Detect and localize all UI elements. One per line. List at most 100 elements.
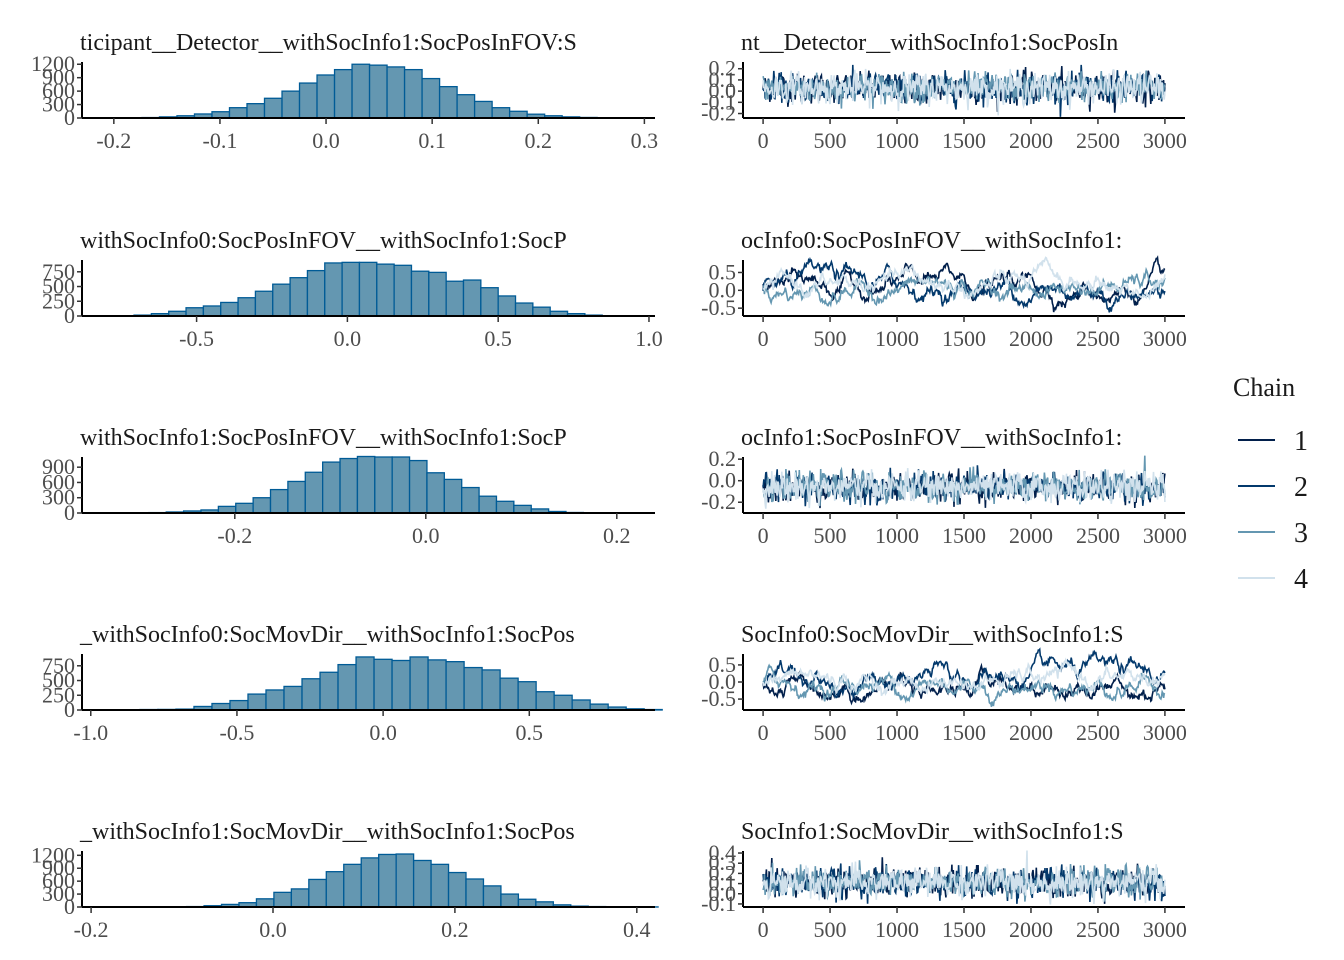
y-tick-label: 500 <box>42 668 75 693</box>
x-tick-label: 0.5 <box>484 326 512 351</box>
x-tick-label: 1000 <box>875 326 919 351</box>
histogram-bar <box>290 888 310 908</box>
histogram-panel: withSocInfo0:SocPosInFOV__withSocInfo1:S… <box>42 228 663 351</box>
x-tick-label: 0 <box>758 128 769 153</box>
x-tick-label: 2000 <box>1009 128 1053 153</box>
y-tick-label: 0.1 <box>709 871 737 896</box>
x-tick-label: 2000 <box>1009 917 1053 942</box>
histogram-bar <box>358 261 378 317</box>
x-tick-label: 0.0 <box>412 523 440 548</box>
x-tick-label: 0.4 <box>623 917 651 942</box>
histogram-bar <box>265 689 285 711</box>
histogram-bar <box>386 66 406 119</box>
x-tick-label: 500 <box>814 128 847 153</box>
x-tick-label: 3000 <box>1143 917 1187 942</box>
trace-line-chain-4 <box>762 657 1166 697</box>
histogram-bar <box>351 63 371 119</box>
histogram-bar <box>508 110 528 119</box>
histogram-panel: _withSocInfo0:SocMovDir__withSocInfo1:So… <box>42 622 663 745</box>
histogram-bar <box>273 891 293 908</box>
histogram-bar <box>301 678 321 711</box>
trace-title: ocInfo0:SocPosInFOV__withSocInfo1: <box>741 228 1122 254</box>
y-tick-label: 900 <box>42 65 75 90</box>
histogram-bar <box>393 264 413 317</box>
x-tick-label: 500 <box>814 326 847 351</box>
x-tick-label: 1500 <box>942 917 986 942</box>
histogram-bar <box>339 457 359 514</box>
y-tick-label: 0.0 <box>709 468 737 493</box>
x-tick-label: 0.0 <box>334 326 362 351</box>
histogram-bar <box>514 302 534 317</box>
legend-label-chain-1: 1 <box>1294 426 1308 457</box>
legend-title: Chain <box>1233 373 1295 402</box>
y-tick-label: 0.2 <box>709 860 737 885</box>
histogram-bar <box>395 853 415 908</box>
histogram-title: _withSocInfo0:SocMovDir__withSocInfo1:So… <box>79 622 575 648</box>
histogram-title: withSocInfo0:SocPosInFOV__withSocInfo1:S… <box>80 228 567 254</box>
histogram-bar <box>461 486 480 514</box>
histogram-bar <box>426 472 445 514</box>
y-tick-label: 0 <box>64 894 75 919</box>
y-tick-label: 0.0 <box>709 78 737 103</box>
y-tick-label: 0.0 <box>709 669 737 694</box>
y-tick-label: 0.0 <box>709 881 737 906</box>
trace-line-chain-3 <box>762 860 1166 902</box>
histogram-bar <box>263 97 283 119</box>
histogram-bar <box>355 656 375 711</box>
x-tick-label: 3000 <box>1143 523 1187 548</box>
x-tick-label: 1000 <box>875 523 919 548</box>
histogram-bar <box>500 893 520 908</box>
trace-title: ocInfo1:SocPosInFOV__withSocInfo1: <box>741 425 1122 451</box>
histogram-bar <box>410 270 430 317</box>
x-tick-label: 2500 <box>1076 917 1120 942</box>
histogram-bar <box>304 471 324 514</box>
trace-line-chain-4 <box>762 256 1166 301</box>
x-tick-label: 2500 <box>1076 128 1120 153</box>
y-tick-label: 0 <box>64 697 75 722</box>
histogram-bar <box>465 878 485 908</box>
x-tick-label: -1.0 <box>73 720 108 745</box>
y-tick-label: 0.1 <box>709 67 737 92</box>
y-tick-label: 600 <box>42 469 75 494</box>
histogram-bar <box>237 297 257 317</box>
histogram-bar <box>462 279 482 317</box>
histogram-panel: ticipant__Detector__withSocInfo1:SocPosI… <box>31 30 658 153</box>
x-tick-label: -0.5 <box>220 720 255 745</box>
x-tick-label: 0 <box>758 523 769 548</box>
y-tick-label: 250 <box>42 288 75 313</box>
histogram-bar <box>316 74 336 119</box>
histogram-bar <box>463 666 483 711</box>
x-tick-label: -0.2 <box>96 128 131 153</box>
legend-label-chain-3: 3 <box>1294 518 1308 549</box>
y-tick-label: 0.2 <box>709 56 737 81</box>
histogram-bar <box>535 691 555 711</box>
trace-line-chain-4 <box>762 468 1166 509</box>
histogram-title: withSocInfo1:SocPosInFOV__withSocInfo1:S… <box>80 425 567 451</box>
y-tick-label: 600 <box>42 78 75 103</box>
x-tick-label: 0 <box>758 720 769 745</box>
y-tick-label: 750 <box>42 653 75 678</box>
x-tick-label: 500 <box>814 917 847 942</box>
histogram-bar <box>430 863 450 908</box>
histogram-bar <box>333 68 353 119</box>
histogram-bar <box>298 82 318 119</box>
x-tick-label: 1500 <box>942 523 986 548</box>
histogram-panel: withSocInfo1:SocPosInFOV__withSocInfo1:S… <box>42 425 655 548</box>
histogram-bar <box>374 456 393 514</box>
x-tick-label: 2500 <box>1076 326 1120 351</box>
y-tick-label: -0.2 <box>701 101 736 126</box>
x-tick-label: 2000 <box>1009 523 1053 548</box>
histogram-bar <box>255 898 275 908</box>
histogram-bar <box>235 502 254 514</box>
x-tick-label: -0.1 <box>203 128 238 153</box>
x-tick-label: 500 <box>814 720 847 745</box>
histogram-bar <box>368 64 388 119</box>
histogram-bar <box>306 269 326 317</box>
legend-label-chain-4: 4 <box>1294 564 1308 595</box>
x-tick-label: 1500 <box>942 326 986 351</box>
histogram-bar <box>246 103 266 119</box>
y-tick-label: 500 <box>42 274 75 299</box>
y-tick-label: -0.1 <box>701 891 736 916</box>
histogram-bar <box>254 290 274 317</box>
histogram-bar <box>482 885 502 908</box>
